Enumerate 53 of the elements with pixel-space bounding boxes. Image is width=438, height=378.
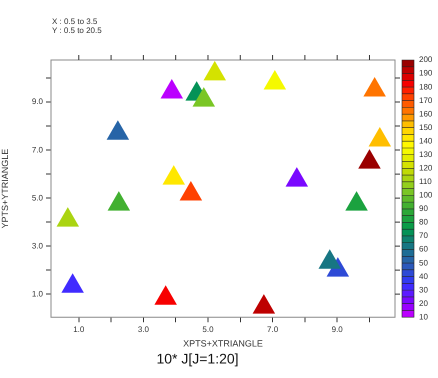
color-bar-label: 110 [419,177,432,186]
color-bar-label: 60 [419,244,428,254]
point [318,249,342,269]
color-bar-label: 180 [419,82,433,92]
color-bar-label: 40 [419,272,428,281]
text: Y : 0.5 to 20.5 [52,26,102,36]
point [286,167,308,187]
point [162,165,185,185]
y-axis-title: YPTS+YTRIANGLE [0,148,10,228]
x-tick-label: 5.0 [202,325,214,334]
color-bar-label: 200 [419,55,433,64]
point [358,149,381,169]
color-bar-label: 50 [419,258,428,268]
point [56,207,80,227]
point [264,70,286,90]
x-tick-label: 1.0 [73,325,85,334]
point [61,273,84,293]
color-bar-label: 90 [419,204,428,214]
color-bar-label: 70 [419,231,428,240]
x-axis-title: XPTS+XTRIANGLE [183,338,263,348]
text: X : 0.5 to 3.5 [52,17,98,26]
point [204,60,226,80]
color-bar-label: 160 [419,109,433,118]
color-bar-label: 120 [419,164,433,172]
color-bar-label: 10 [419,312,428,322]
point [345,191,368,211]
color-bar-label: 20 [419,298,428,308]
y-tick-label: 5.0 [32,193,44,202]
x-tick-label: 3.0 [138,325,150,334]
color-bar-label: 190 [419,68,433,78]
point [368,126,392,146]
point [160,78,184,98]
point [180,181,202,201]
color-bar-label: 170 [419,96,433,105]
point [252,294,276,314]
point [108,191,130,211]
y-tick-label: 1.0 [32,289,44,298]
x-tick-label: 9.0 [332,325,344,334]
text: 10* J[J=1:20] [156,350,239,366]
point [192,87,216,107]
y-tick-label: 7.0 [32,145,44,154]
color-bar-label: 130 [419,150,433,159]
point [106,120,130,140]
y-tick-label: 3.0 [32,241,44,250]
color-bar-label: 80 [419,218,428,227]
point [363,77,386,97]
x-tick-label: 7.0 [267,325,279,334]
color-bar-label: 150 [419,122,433,132]
color-bar-label: 140 [419,136,433,146]
color-bar-label: 30 [419,285,428,294]
color-bar-label: 100 [419,190,433,200]
point [154,285,177,305]
y-tick-label: 9.0 [32,97,44,106]
